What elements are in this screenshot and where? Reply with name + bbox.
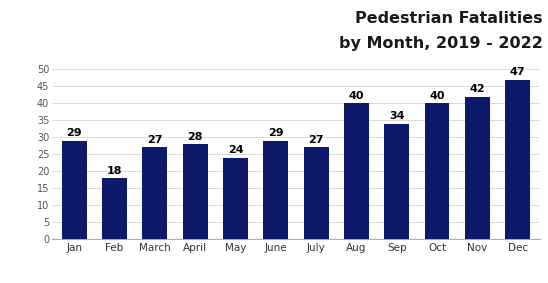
Text: 24: 24 — [227, 145, 243, 155]
Text: 34: 34 — [389, 111, 404, 121]
Text: 28: 28 — [187, 132, 203, 142]
Bar — [425, 103, 449, 239]
Bar — [263, 141, 288, 239]
Text: by Month, 2019 - 2022: by Month, 2019 - 2022 — [339, 36, 543, 51]
Text: 47: 47 — [510, 67, 526, 77]
Text: 27: 27 — [309, 135, 324, 145]
Text: 29: 29 — [66, 128, 82, 138]
Text: Pedestrian Fatalities: Pedestrian Fatalities — [355, 11, 543, 26]
Bar — [304, 147, 329, 239]
Bar — [182, 144, 208, 239]
Text: 29: 29 — [268, 128, 283, 138]
Bar — [505, 80, 530, 239]
Text: 40: 40 — [349, 91, 364, 101]
Text: 18: 18 — [107, 166, 122, 176]
Text: 40: 40 — [429, 91, 445, 101]
Bar — [465, 97, 490, 239]
Bar — [142, 147, 167, 239]
Text: 27: 27 — [147, 135, 163, 145]
Text: 42: 42 — [470, 84, 485, 94]
Bar — [223, 158, 248, 239]
Bar — [384, 124, 409, 239]
Bar — [102, 178, 127, 239]
Bar — [62, 141, 87, 239]
Bar — [344, 103, 369, 239]
